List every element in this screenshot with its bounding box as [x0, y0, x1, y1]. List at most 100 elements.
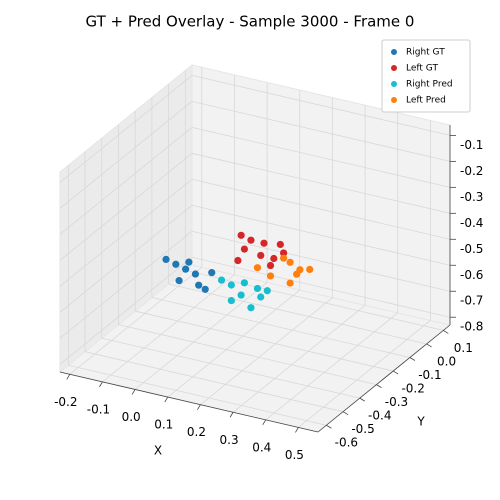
- tick-mark: [409, 357, 416, 361]
- x-tick-label: 0.0: [122, 410, 141, 424]
- data-point: [293, 270, 301, 278]
- data-point: [237, 231, 245, 239]
- grid-line: [59, 153, 193, 261]
- tick-mark: [229, 412, 234, 418]
- tick-mark: [197, 404, 201, 410]
- grid-line: [191, 126, 451, 188]
- grid-line: [265, 312, 398, 421]
- legend-marker: [391, 65, 397, 71]
- data-point: [306, 265, 314, 274]
- tick-mark: [131, 389, 136, 395]
- grid-line: [84, 351, 344, 413]
- tick-mark: [66, 374, 71, 380]
- data-point: [172, 260, 180, 268]
- x-tick-label: -0.2: [54, 395, 77, 409]
- tick-mark: [99, 381, 103, 388]
- x-tick-label: 0.3: [220, 433, 239, 447]
- legend-frame: [381, 39, 471, 113]
- z-tick-label: -0.1: [460, 138, 483, 152]
- data-point: [208, 269, 216, 277]
- grid-line: [191, 204, 451, 266]
- z-tick-label: -0.8: [460, 320, 483, 334]
- grid-line: [59, 127, 193, 235]
- data-point: [217, 276, 226, 284]
- y-axis-line: [317, 324, 451, 433]
- legend-label: Right Pred: [406, 80, 453, 90]
- grid-line: [168, 283, 427, 345]
- grid-line: [59, 75, 193, 183]
- data-point: [276, 240, 284, 249]
- grid-line: [191, 100, 451, 162]
- data-point: [257, 251, 265, 260]
- data-point: [266, 272, 275, 280]
- legend-marker: [391, 97, 397, 103]
- grid-line: [59, 230, 193, 339]
- chart-title: GT + Pred Overlay - Sample 3000 - Frame …: [86, 13, 415, 31]
- tick-mark: [342, 411, 349, 416]
- grid-line: [151, 297, 410, 358]
- y-tick-label: -0.3: [385, 395, 408, 409]
- tick-mark: [443, 330, 449, 334]
- legend-label: Left GT: [406, 64, 438, 74]
- z-tick-label: -0.6: [460, 268, 483, 282]
- grid-line: [59, 101, 193, 209]
- tick-mark: [426, 343, 432, 348]
- y-tick-label: -0.4: [368, 409, 391, 423]
- data-point: [263, 287, 271, 295]
- data-point: [182, 265, 190, 273]
- grid-line: [298, 320, 431, 428]
- z-tick-label: -0.3: [460, 190, 483, 204]
- data-point: [247, 304, 255, 312]
- tick-mark: [262, 419, 267, 426]
- x-tick-label: 0.1: [154, 418, 173, 432]
- grid-line: [232, 304, 366, 413]
- data-point: [279, 249, 288, 257]
- data-point: [201, 285, 209, 293]
- data-point: [286, 258, 294, 266]
- data-point: [195, 281, 203, 289]
- x-tick-label: 0.4: [252, 440, 271, 454]
- grid-line: [185, 270, 444, 331]
- x-tick-label: 0.2: [187, 425, 206, 439]
- grid-line: [101, 337, 360, 399]
- legend-label: Right GT: [406, 48, 445, 58]
- grid-line: [135, 310, 394, 372]
- tick-mark: [295, 427, 299, 433]
- grid-line: [191, 256, 451, 318]
- data-point: [191, 270, 200, 278]
- grid-line: [69, 266, 203, 375]
- data-point: [279, 254, 288, 262]
- data-point: [253, 284, 262, 293]
- data-point: [240, 279, 249, 287]
- x-axis-line: [59, 371, 319, 433]
- data-point: [234, 256, 242, 265]
- data-point: [286, 279, 294, 287]
- data-point: [257, 293, 265, 301]
- legend-label: Left Pred: [406, 96, 446, 106]
- data-point: [270, 254, 278, 263]
- grid-line: [191, 152, 451, 214]
- legend-marker: [391, 49, 397, 55]
- grid-line: [102, 274, 235, 383]
- tick-mark: [326, 424, 332, 429]
- grid-line: [68, 364, 327, 426]
- grid-line: [191, 230, 451, 292]
- grid-line: [59, 178, 193, 287]
- grid-line: [191, 75, 451, 136]
- data-point: [253, 264, 262, 272]
- legend-marker: [391, 81, 397, 87]
- x-axis-label: X: [154, 444, 162, 458]
- y-tick-label: -0.1: [418, 368, 441, 382]
- tick-mark: [376, 384, 382, 388]
- y-tick-label: 0.1: [454, 341, 473, 355]
- grid-line: [118, 324, 377, 385]
- y-tick-label: 0.0: [437, 354, 456, 368]
- x-tick-label: -0.1: [87, 402, 110, 416]
- data-point: [175, 277, 183, 285]
- grid-line: [59, 204, 193, 313]
- z-tick-label: -0.5: [460, 242, 483, 256]
- y-tick-label: -0.6: [335, 436, 358, 450]
- data-point: [185, 258, 193, 266]
- data-point: [162, 255, 170, 264]
